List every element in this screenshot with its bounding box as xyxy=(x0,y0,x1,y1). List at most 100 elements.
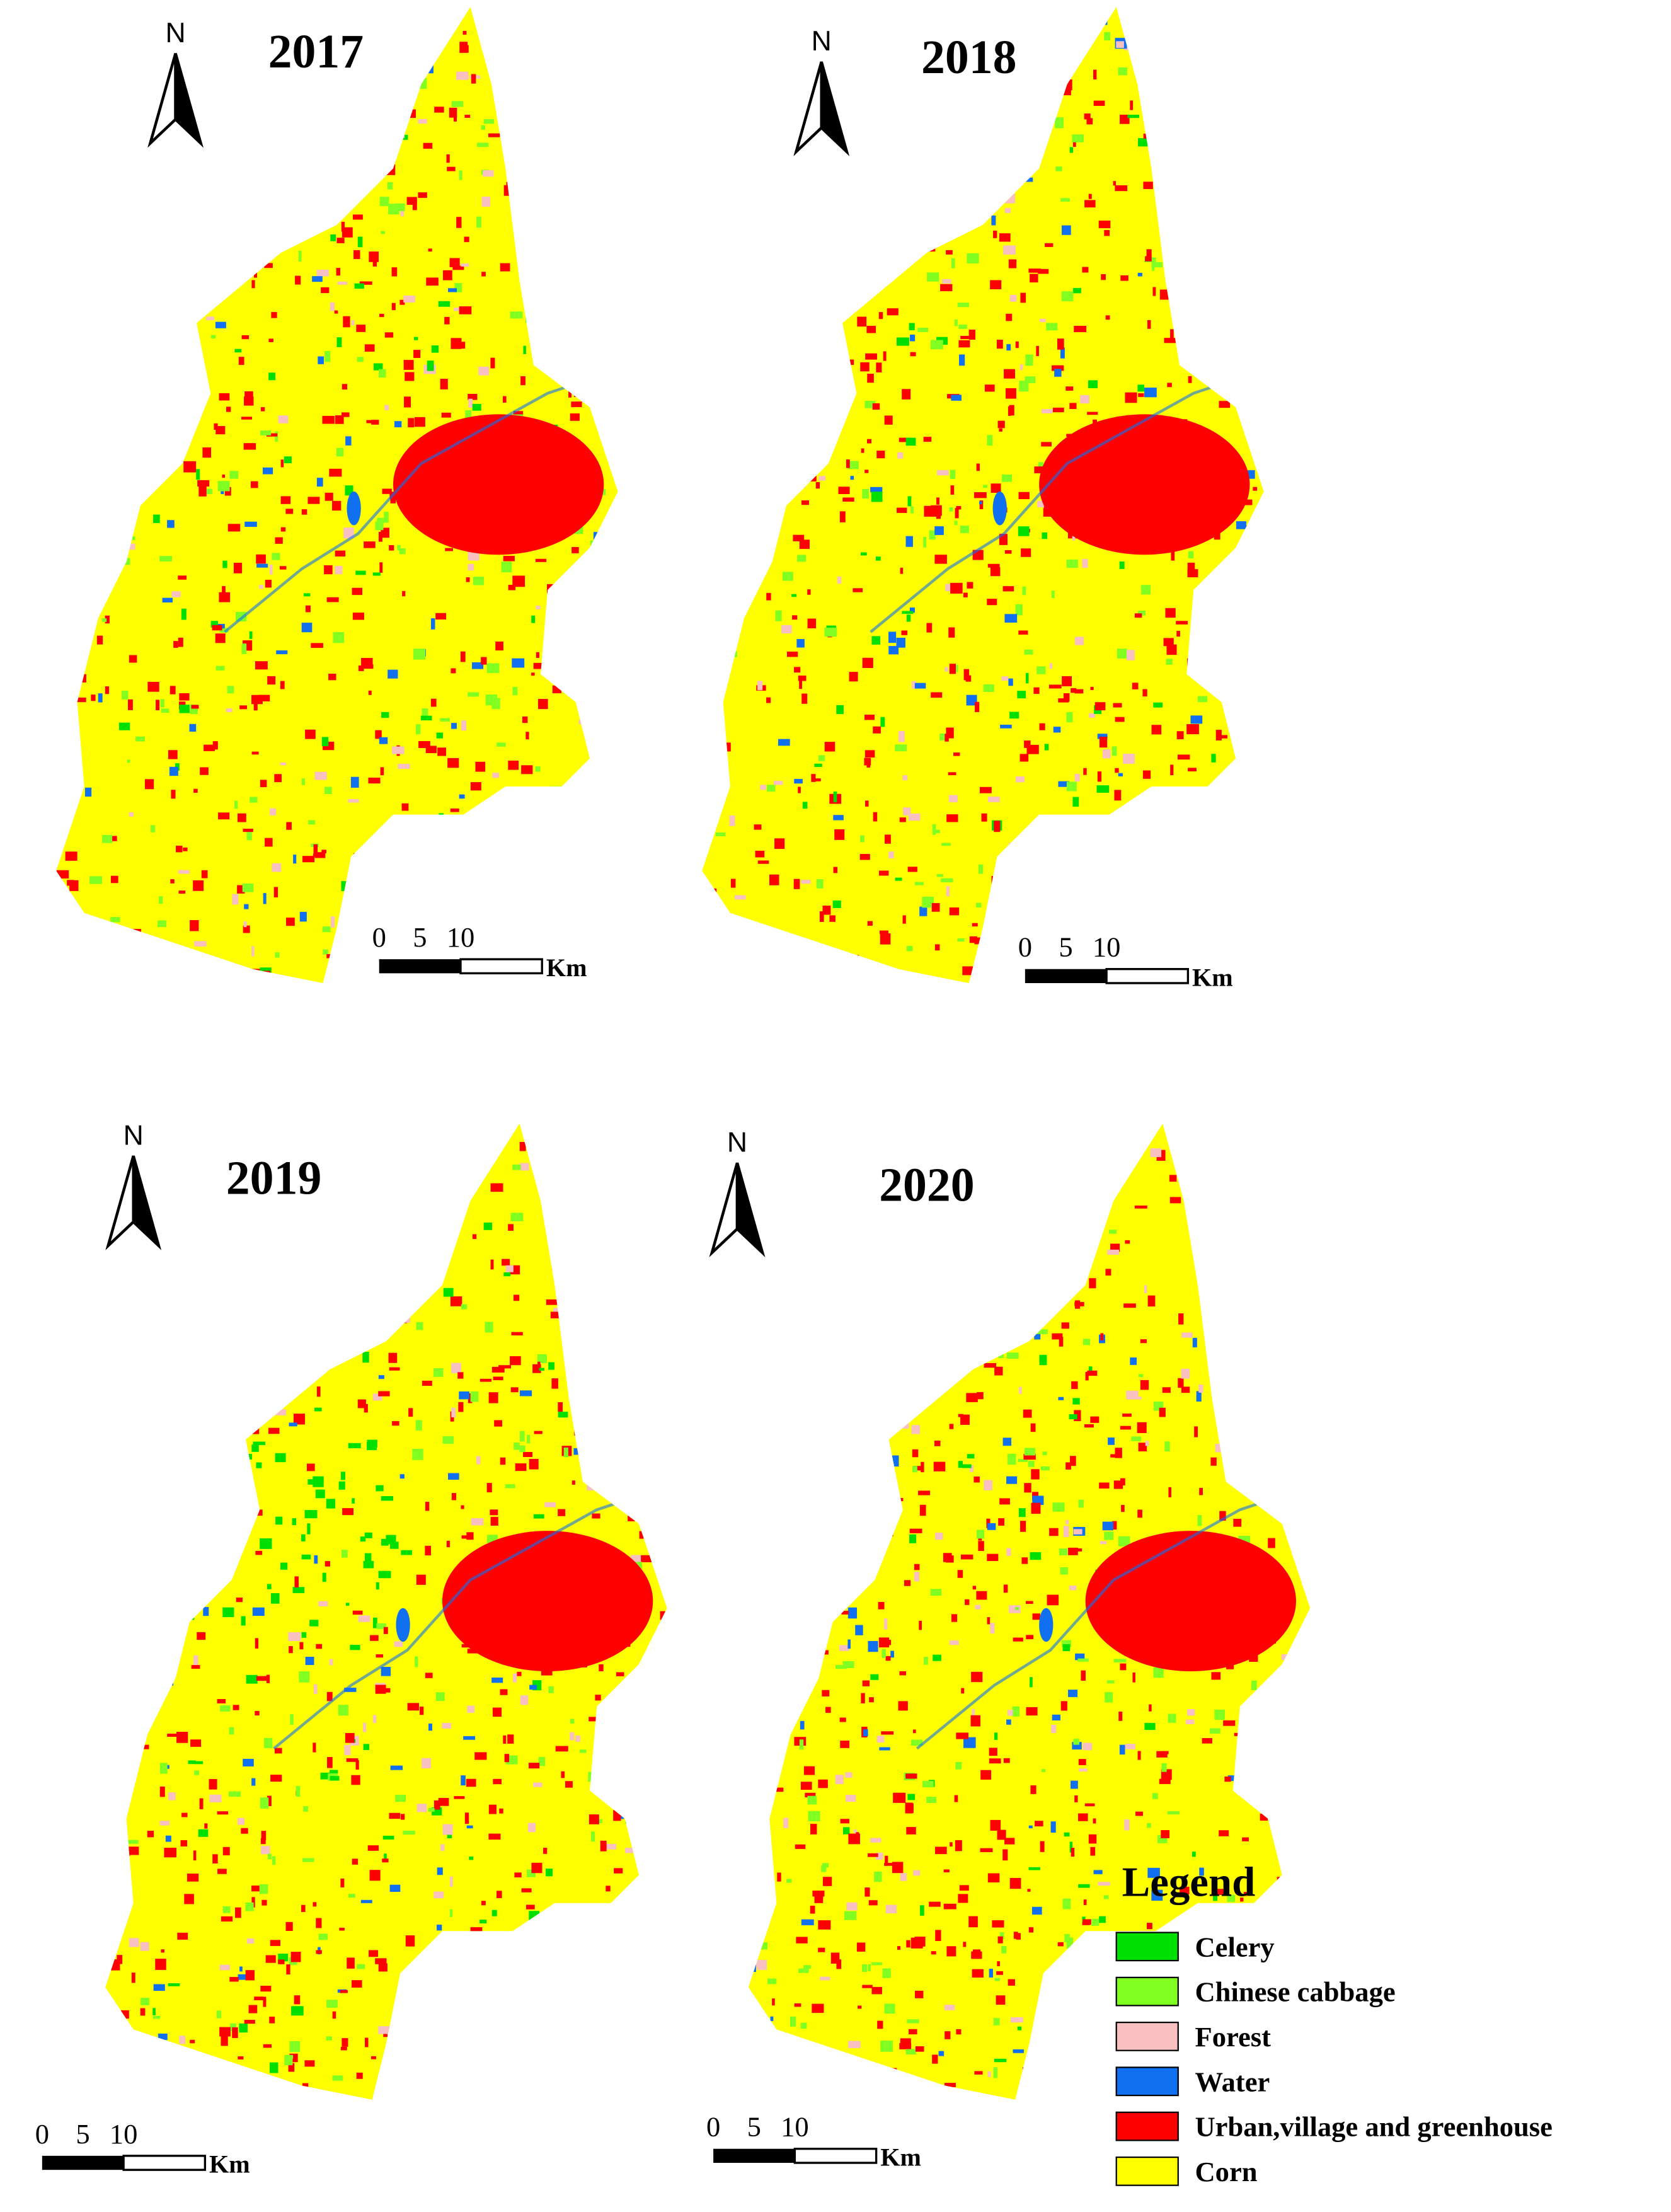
land-patch xyxy=(167,520,175,528)
land-patch xyxy=(1283,2077,1290,2085)
land-patch xyxy=(616,411,618,417)
land-patch xyxy=(168,750,178,759)
land-patch xyxy=(1251,684,1256,694)
land-patch xyxy=(271,1593,280,1604)
land-patch xyxy=(389,545,394,551)
land-patch xyxy=(89,92,96,99)
land-patch xyxy=(866,1561,878,1570)
land-patch xyxy=(1115,1448,1122,1458)
land-patch xyxy=(377,517,389,523)
land-patch xyxy=(1219,401,1231,408)
land-patch xyxy=(568,386,572,398)
land-patch xyxy=(241,1828,248,1834)
land-patch xyxy=(158,2042,167,2053)
land-patch xyxy=(527,108,534,119)
land-patch xyxy=(870,89,880,94)
land-patch xyxy=(905,536,913,547)
land-patch xyxy=(316,1950,322,1954)
land-patch xyxy=(1151,1889,1163,1901)
land-patch xyxy=(593,28,597,35)
land-patch xyxy=(391,302,396,311)
land-patch xyxy=(204,18,214,28)
land-patch xyxy=(970,1715,980,1727)
land-patch xyxy=(775,1787,784,1792)
land-patch xyxy=(399,948,406,956)
land-patch xyxy=(771,1334,776,1344)
land-patch xyxy=(933,1241,942,1249)
land-patch xyxy=(126,1241,136,1247)
land-patch xyxy=(366,1442,377,1451)
land-patch xyxy=(499,1808,503,1814)
land-patch xyxy=(578,720,586,725)
land-patch xyxy=(1025,1601,1033,1604)
land-patch xyxy=(171,1474,177,1484)
land-patch xyxy=(948,772,956,776)
land-patch xyxy=(516,196,521,205)
land-patch xyxy=(1223,886,1234,894)
land-patch xyxy=(554,1265,557,1277)
land-patch xyxy=(657,2000,667,2012)
land-patch xyxy=(327,1757,333,1768)
land-patch xyxy=(235,1204,240,1214)
land-patch xyxy=(452,265,464,270)
land-patch xyxy=(500,1457,506,1465)
land-patch xyxy=(449,258,460,267)
year-title: 2018 xyxy=(921,31,1017,84)
land-patch xyxy=(1085,1371,1089,1381)
land-patch xyxy=(1025,72,1031,81)
land-patch xyxy=(190,920,199,931)
land-patch xyxy=(338,1705,348,1716)
land-patch xyxy=(129,1578,135,1589)
land-patch xyxy=(400,210,405,217)
land-patch xyxy=(243,1524,249,1535)
land-patch xyxy=(171,1410,177,1414)
land-patch xyxy=(348,1894,355,1898)
land-patch xyxy=(797,555,807,562)
scale-bar xyxy=(713,2148,795,2163)
land-patch xyxy=(313,844,318,856)
land-patch xyxy=(865,1463,877,1470)
land-patch xyxy=(234,349,242,353)
land-patch xyxy=(418,118,427,124)
land-patch xyxy=(1035,1329,1048,1335)
land-patch xyxy=(381,1496,394,1501)
land-patch xyxy=(182,370,191,375)
scale-label: 10 xyxy=(781,2111,809,2143)
land-patch xyxy=(1040,1841,1045,1852)
land-patch xyxy=(472,403,481,411)
land-patch xyxy=(548,42,552,52)
land-patch xyxy=(878,91,882,102)
land-patch xyxy=(878,1253,887,1264)
land-patch xyxy=(1263,1364,1266,1375)
land-patch xyxy=(303,1806,308,1812)
land-patch xyxy=(865,353,877,360)
land-patch xyxy=(785,1514,794,1526)
land-patch xyxy=(1278,1887,1290,1899)
land-patch xyxy=(437,1925,442,1931)
land-patch xyxy=(851,1488,859,1498)
land-patch xyxy=(280,527,286,532)
land-patch xyxy=(438,1797,449,1806)
land-patch xyxy=(1019,754,1029,762)
scale-unit: Km xyxy=(546,953,587,982)
land-patch xyxy=(737,358,743,365)
land-patch xyxy=(99,291,108,296)
land-patch xyxy=(1263,1297,1270,1303)
land-patch xyxy=(905,2049,917,2055)
land-patch xyxy=(178,1562,184,1570)
land-patch xyxy=(255,661,268,670)
land-patch xyxy=(323,949,328,955)
land-patch xyxy=(330,302,335,311)
land-patch xyxy=(336,337,342,347)
land-patch xyxy=(793,232,805,243)
land-patch xyxy=(960,335,969,340)
land-patch xyxy=(378,2026,391,2034)
land-patch xyxy=(810,1824,817,1835)
land-patch xyxy=(761,417,771,425)
land-patch xyxy=(376,1485,384,1492)
land-patch xyxy=(218,1123,228,1124)
land-patch xyxy=(558,1402,563,1412)
land-patch xyxy=(461,1644,469,1648)
land-patch xyxy=(794,779,803,784)
land-patch xyxy=(1000,724,1012,729)
